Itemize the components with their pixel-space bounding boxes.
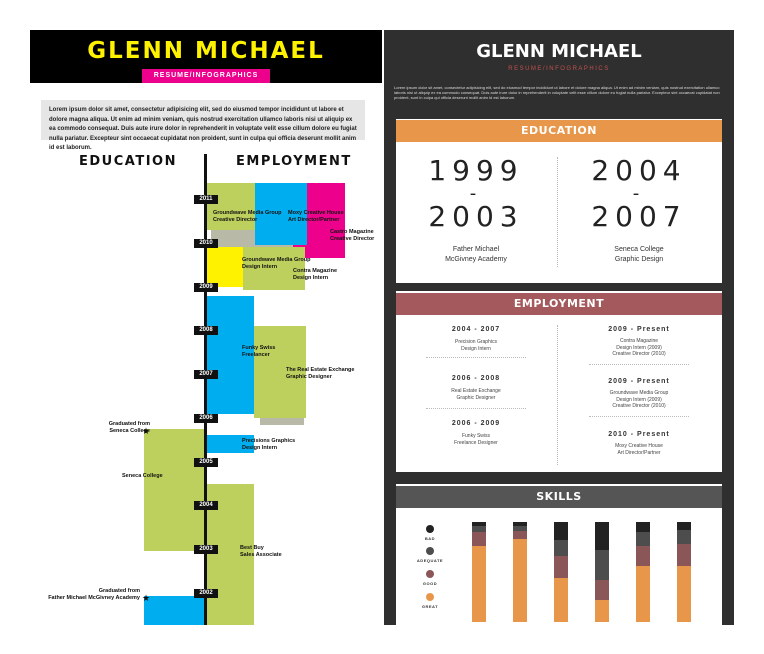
job-detail: Real Estate Exchange Graphic Designer [451, 388, 501, 401]
label-real-estate: The Real Estate Exchange Graphic Designe… [286, 367, 355, 380]
resume-dark-panel: GLENN MICHAEL RESUME/INFOGRAPHICS Lorem … [384, 30, 734, 625]
star-icon: ★ [142, 426, 151, 436]
legend-label: BAD [424, 536, 436, 541]
job-item: 2006 - 2008 Real Estate Exchange Graphic… [396, 375, 556, 401]
label-graduated-mcgivney: Graduated from Father Michael McGivney A… [48, 588, 140, 601]
job-detail: Funky Swiss Freelance Designer [454, 433, 498, 446]
legend-label: GOOD [422, 581, 438, 586]
name-title: GLENN MICHAEL [476, 41, 642, 62]
label-seneca: Seneca College [122, 473, 163, 479]
education-block-mcgivney [144, 596, 204, 625]
label-funky-swiss: Funky Swiss Freelancer [242, 345, 276, 358]
employment-block-contra [243, 247, 305, 290]
job-detail: Precision Graphics Design Intern [455, 339, 497, 352]
legend-label: GREAT [421, 604, 439, 609]
divider [426, 408, 526, 409]
employment-block-groundwave-cd [207, 183, 257, 230]
label-castro: Castro Magazine Creative Director [330, 229, 375, 242]
employment-block-real-estate [254, 326, 306, 418]
year-2010: 2010 [194, 239, 218, 248]
skill-bar [677, 522, 691, 622]
skill-bar [636, 522, 650, 622]
employment-block-funky-swiss [207, 296, 254, 414]
label-moxy: Moxy Creative House Art Director/Partner [288, 210, 344, 223]
job-item: 2009 - Present Groundwave Media Group De… [559, 378, 719, 410]
timeline-axis [204, 154, 207, 625]
divider [557, 157, 558, 267]
label-graduated-seneca: Graduated from Seneca College [108, 421, 150, 434]
education-card: EDUCATION 1999 - 2003 Father Michael McG… [396, 119, 722, 283]
year-2006: 2006 [194, 414, 218, 423]
legend-dot-adequate [426, 547, 434, 555]
skill-bar [472, 522, 486, 622]
legend-dot-great [426, 593, 434, 601]
skill-bar [554, 522, 568, 622]
label-best-buy: Best Buy Sales Associate [240, 545, 282, 558]
education-block-seneca [144, 429, 204, 551]
employment-block-castro [255, 183, 307, 245]
skills-band: SKILLS [396, 486, 722, 508]
job-detail: Moxy Creative House Art Director/Partner [615, 443, 663, 456]
job-dates: 2004 - 2007 [451, 326, 501, 333]
label-groundwave-cd: Groundwave Media Group Creative Director [213, 210, 282, 223]
name-title: GLENN MICHAEL [87, 38, 325, 64]
skill-bar [513, 522, 527, 622]
job-dates: 2006 - 2008 [451, 375, 501, 382]
legend-dot-good [426, 570, 434, 578]
school-name: Father Michael McGivney Academy [445, 246, 507, 263]
job-detail: Groundwave Media Group Design Intern (20… [609, 390, 669, 409]
start-year: 1999 [428, 154, 524, 187]
education-item: 1999 - 2003 Father Michael McGivney Acad… [396, 155, 556, 265]
education-item: 2004 - 2007 Seneca College Graphic Desig… [559, 155, 719, 265]
legend-dot-bad [426, 525, 434, 533]
year-2005: 2005 [194, 458, 218, 467]
year-2007: 2007 [194, 370, 218, 379]
job-item: 2009 - Present Contra Magazine Design In… [559, 326, 719, 358]
job-dates: 2006 - 2009 [451, 420, 501, 427]
label-groundwave-intern: Groundwave Media Group Design Intern [242, 257, 311, 270]
job-item: 2004 - 2007 Precision Graphics Design In… [396, 326, 556, 352]
end-year: 2007 [591, 200, 687, 233]
label-contra: Contra Magazine Design Intern [293, 268, 338, 281]
education-heading: EDUCATION [79, 154, 177, 169]
intro-paragraph: Lorem ipsum dolor sit amet, consectetur … [394, 85, 720, 100]
year-dash: - [632, 183, 646, 204]
education-band: EDUCATION [396, 120, 722, 142]
job-dates: 2009 - Present [608, 378, 670, 385]
ribbon-subtitle: RESUME/INFOGRAPHICS [136, 69, 276, 86]
divider [589, 416, 689, 417]
year-2011: 2011 [194, 195, 218, 204]
employment-heading: EMPLOYMENT [236, 154, 352, 169]
job-item: 2010 - Present Moxy Creative House Art D… [559, 431, 719, 456]
year-2008: 2008 [194, 326, 218, 335]
legend-label: ADEQUATE [416, 558, 444, 563]
year-2003: 2003 [194, 545, 218, 554]
job-detail: Contra Magazine Design Intern (2009) Cre… [612, 338, 666, 357]
skill-bar [595, 522, 609, 622]
job-dates: 2010 - Present [608, 431, 670, 438]
year-2004: 2004 [194, 501, 218, 510]
end-year: 2003 [428, 200, 524, 233]
label-precision: Precisions Graphics Design Intern [242, 438, 296, 451]
divider [557, 325, 558, 465]
employment-block-groundwave-intern [207, 247, 243, 287]
start-year: 2004 [591, 154, 687, 187]
star-icon: ★ [142, 593, 151, 603]
year-dash: - [469, 183, 483, 204]
divider [426, 357, 526, 358]
subtitle: RESUME/INFOGRAPHICS [508, 66, 610, 72]
employment-block-precision [207, 435, 254, 453]
school-name: Seneca College Graphic Design [614, 246, 664, 263]
intro-paragraph: Lorem ipsum dolor sit amet, consectetur … [41, 100, 365, 151]
employment-card: EMPLOYMENT 2004 - 2007 Precision Graphic… [396, 291, 722, 472]
employment-band: EMPLOYMENT [396, 293, 722, 315]
divider [589, 364, 689, 365]
year-2002: 2002 [194, 589, 218, 598]
job-item: 2006 - 2009 Funky Swiss Freelance Design… [396, 420, 556, 446]
year-2009: 2009 [194, 283, 218, 292]
infographic-timeline-panel: GLENN MICHAEL RESUME/INFOGRAPHICS Lorem … [30, 30, 382, 625]
skills-card: SKILLS BAD ADEQUATE GOOD GREAT [396, 484, 722, 625]
job-dates: 2009 - Present [608, 326, 670, 333]
